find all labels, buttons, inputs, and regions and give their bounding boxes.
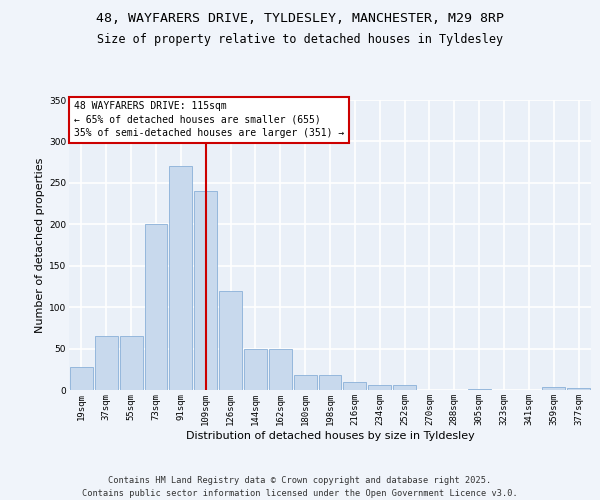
Bar — [368, 385, 391, 390]
Bar — [70, 367, 93, 390]
Bar — [244, 348, 267, 390]
Bar — [294, 375, 317, 390]
Bar — [95, 336, 118, 390]
Bar — [393, 385, 416, 390]
Bar — [120, 336, 143, 390]
Bar — [343, 382, 366, 390]
X-axis label: Distribution of detached houses by size in Tyldesley: Distribution of detached houses by size … — [185, 430, 475, 440]
Text: Contains HM Land Registry data © Crown copyright and database right 2025.
Contai: Contains HM Land Registry data © Crown c… — [82, 476, 518, 498]
Text: 48 WAYFARERS DRIVE: 115sqm
← 65% of detached houses are smaller (655)
35% of sem: 48 WAYFARERS DRIVE: 115sqm ← 65% of deta… — [74, 102, 344, 138]
Bar — [468, 389, 491, 390]
Text: Size of property relative to detached houses in Tyldesley: Size of property relative to detached ho… — [97, 32, 503, 46]
Bar — [194, 191, 217, 390]
Y-axis label: Number of detached properties: Number of detached properties — [35, 158, 45, 332]
Bar — [319, 375, 341, 390]
Bar — [269, 348, 292, 390]
Bar — [169, 166, 192, 390]
Bar — [145, 224, 167, 390]
Text: 48, WAYFARERS DRIVE, TYLDESLEY, MANCHESTER, M29 8RP: 48, WAYFARERS DRIVE, TYLDESLEY, MANCHEST… — [96, 12, 504, 26]
Bar — [219, 290, 242, 390]
Bar — [542, 386, 565, 390]
Bar — [567, 388, 590, 390]
